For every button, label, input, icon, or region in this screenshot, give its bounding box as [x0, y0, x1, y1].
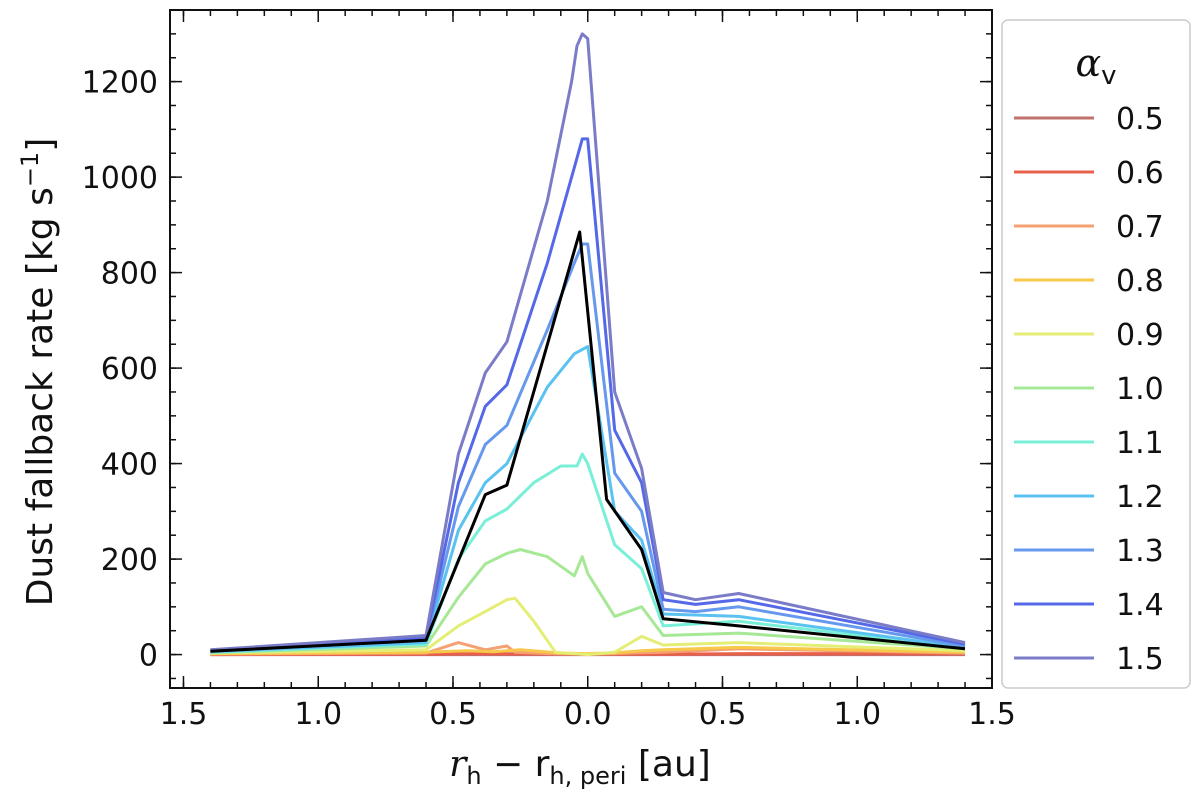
legend: αv0.5 0.6 0.7 0.8 0.9 1.0 1.1 1.2 1.3 1.4 1.5: [1001, 19, 1191, 689]
legend-label-0.6: 0.6: [1116, 156, 1164, 191]
y-axis-label-sup: −1: [16, 152, 44, 187]
x-tick-label: 1.0: [294, 697, 342, 732]
series-line-1.4: [210, 137, 966, 653]
plot-lines: [210, 32, 966, 657]
y-tick-label: 1000: [82, 161, 158, 196]
series-line-1.0: [210, 548, 966, 655]
x-axis-label-sub2: h, peri: [549, 762, 626, 790]
y-tick-label: 200: [101, 543, 158, 578]
series-line-1.1: [210, 452, 966, 654]
legend-label-1.0: 1.0: [1116, 372, 1164, 407]
y-axis-label: Dust fallback rate [kg s−1]: [16, 138, 61, 607]
legend-label-1.1: 1.1: [1116, 426, 1164, 461]
legend-box: [1001, 19, 1191, 689]
legend-label-1.3: 1.3: [1116, 534, 1164, 569]
x-tick-label: 1.0: [833, 697, 881, 732]
x-tick-label: 0.5: [429, 697, 477, 732]
legend-label-1.4: 1.4: [1116, 588, 1164, 623]
x-axis-label-main: r: [449, 744, 468, 785]
plot-frame: [169, 9, 993, 689]
y-tick-label: 1200: [82, 66, 158, 101]
y-tick-label: 600: [101, 352, 158, 387]
legend-label-1.5: 1.5: [1116, 642, 1164, 677]
x-tick-label: 1.5: [968, 697, 1016, 732]
legend-label-0.5: 0.5: [1116, 102, 1164, 137]
x-axis-label: rh − rh, peri [au]: [449, 744, 711, 790]
y-tick-label: 400: [101, 448, 158, 483]
legend-label-0.9: 0.9: [1116, 318, 1164, 353]
svg-text:Dust fallback rate [kg s−1]: Dust fallback rate [kg s−1]: [16, 138, 61, 607]
series-line-1.2: [210, 345, 966, 654]
y-tick-label: 0: [139, 639, 158, 674]
y-axis-label-end: ]: [20, 138, 61, 152]
legend-label-1.2: 1.2: [1116, 480, 1164, 515]
svg-text:rh − rh, peri [au]: rh − rh, peri [au]: [449, 744, 711, 790]
series-line-0.7: [210, 641, 966, 656]
x-axis-label-sub1: h: [466, 762, 481, 790]
black-line: [210, 230, 966, 653]
legend-label-0.7: 0.7: [1116, 210, 1164, 245]
x-tick-label: 1.5: [160, 697, 208, 732]
y-tick-label: 800: [101, 257, 158, 292]
x-axis-label-unit: [au]: [626, 744, 710, 785]
legend-title: αv: [1075, 41, 1116, 91]
y-axis-label-text: Dust fallback rate [kg s: [20, 187, 61, 606]
legend-label-0.8: 0.8: [1116, 264, 1164, 299]
x-axis-label-mid: − r: [482, 744, 550, 785]
x-tick-label: 0.5: [699, 697, 747, 732]
series-line-0.9: [210, 596, 966, 657]
axis-ticks: 1.5 1.0 0.5 0.0 0.5 1.0 1.50200400600800100012…: [82, 10, 1016, 732]
x-tick-label: 0.0: [564, 697, 612, 732]
series-line-1.5: [210, 32, 966, 652]
